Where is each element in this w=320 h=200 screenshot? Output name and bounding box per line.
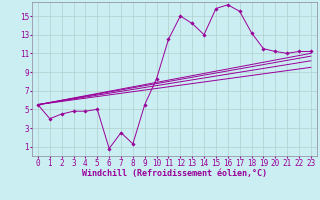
X-axis label: Windchill (Refroidissement éolien,°C): Windchill (Refroidissement éolien,°C) bbox=[82, 169, 267, 178]
